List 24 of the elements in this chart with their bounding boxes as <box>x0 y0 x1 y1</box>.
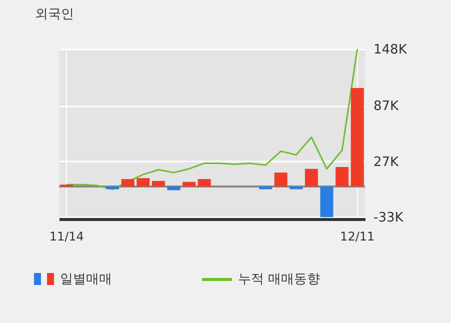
bar <box>290 186 303 190</box>
chart-title: 외국인 <box>34 7 74 22</box>
bar <box>106 186 120 190</box>
y-tick-label: 148K <box>374 42 408 58</box>
bar <box>350 88 364 186</box>
bar <box>167 186 180 190</box>
bar <box>320 186 334 218</box>
bar <box>336 166 349 186</box>
bar <box>121 179 134 186</box>
bar <box>182 182 196 186</box>
bar <box>304 168 318 186</box>
legend-label: 일별매매 <box>60 271 112 288</box>
y-tick-label: 27K <box>374 154 400 170</box>
bar <box>136 178 150 186</box>
bar <box>274 172 288 186</box>
y-tick-label: -33K <box>374 210 404 226</box>
line-series <box>66 49 358 190</box>
x-tick-label: 12/11 <box>340 230 375 244</box>
bar <box>259 186 272 190</box>
legend-label: 누적 매매동향 <box>238 271 320 288</box>
y-tick-label: 87K <box>374 99 400 114</box>
bar <box>152 180 165 186</box>
x-tick-label: 11/14 <box>49 230 84 244</box>
bar <box>198 179 211 186</box>
